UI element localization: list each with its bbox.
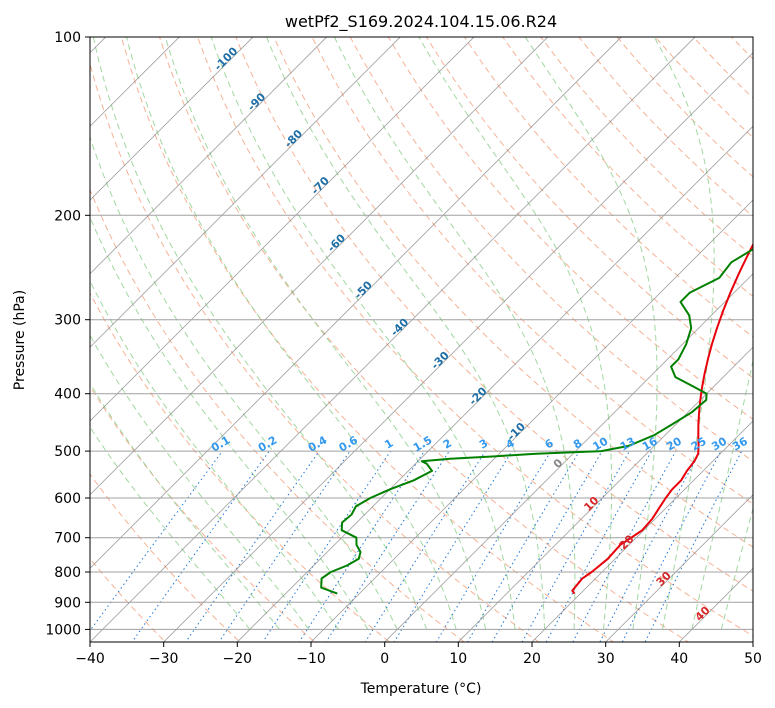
dry-adiabat: [90, 385, 316, 642]
moist-adiabat: [653, 37, 715, 630]
x-tick-label: 30: [597, 651, 615, 667]
x-tick-label: 40: [670, 651, 688, 667]
y-tick-label: 100: [54, 30, 81, 46]
isotherm: [90, 37, 549, 496]
plot-frame: [89, 36, 754, 643]
plot-background: [90, 37, 753, 642]
isotherm: [236, 125, 753, 642]
y-axis-label: Pressure (hPa): [12, 290, 28, 390]
x-tick-label: −40: [75, 651, 105, 667]
dry-adiabat: [90, 473, 241, 642]
y-tick-label: 300: [54, 313, 81, 329]
isotherm: [90, 37, 254, 201]
moist-adiabat: [210, 37, 516, 630]
x-tick-label: 20: [523, 651, 541, 667]
isotherm: [752, 641, 753, 642]
moist-adiabat: [90, 334, 310, 630]
profiles: [320, 242, 753, 595]
y-tick-label: 700: [54, 531, 81, 547]
isotherm: [457, 346, 753, 642]
moist-adiabat: [126, 37, 457, 630]
isotherm: [90, 37, 401, 348]
x-tick-label: 50: [744, 651, 762, 667]
isotherm: [163, 52, 753, 642]
isotherms: [90, 37, 753, 642]
dry-adiabat: [90, 557, 167, 642]
dry-adiabat: [273, 37, 753, 548]
x-tick-label: −30: [149, 651, 179, 667]
isotherm: [90, 37, 622, 569]
y-tick-label: 1000: [45, 622, 81, 638]
y-tick-label: 400: [54, 387, 81, 403]
x-tick-label: −20: [223, 651, 253, 667]
moist-adiabat: [418, 37, 613, 630]
isotherm: [531, 420, 753, 642]
moist-adiabat: [691, 358, 753, 630]
chart-title: wetPf2_S169.2024.104.15.06.R24: [285, 12, 557, 32]
dry-adiabat: [90, 188, 465, 642]
dry-adiabat: [349, 37, 753, 462]
moist-adiabat: [524, 37, 658, 630]
plot-area: 0.1 0.2 0.4 0.6 1 1.5 2 3 4 6 8 10 13 16 20 25 30 36-100-…: [90, 0, 775, 654]
y-tick-label: 800: [54, 565, 81, 581]
x-axis: −40 −30 −20 −10 0 10 20 30 40 50: [75, 642, 762, 667]
moist-adiabat: [90, 215, 369, 630]
moist-adiabat: [164, 37, 487, 630]
isotherm: [90, 37, 328, 275]
dewpoint-profile: [320, 248, 753, 595]
y-tick-label: 900: [54, 595, 81, 611]
moist-adiabat: [90, 426, 251, 630]
isotherm: [310, 199, 753, 642]
dry-adiabat: [387, 37, 753, 420]
x-tick-label: 0: [380, 651, 389, 667]
x-tick-label: −10: [296, 651, 326, 667]
moist-adiabat: [266, 37, 546, 630]
y-tick-label: 600: [54, 491, 81, 507]
y-tick-label: 200: [54, 208, 81, 224]
isotherm: [90, 37, 696, 642]
isotherm: [605, 494, 753, 642]
moist-adiabat: [90, 382, 280, 630]
moist-adiabat: [90, 279, 339, 630]
dry-adiabat: [752, 0, 775, 654]
temperature-profile: [571, 242, 753, 595]
y-axis: 100 200 300 400 500 600 700 800 900 1000: [45, 30, 90, 638]
isotherm: [90, 37, 475, 422]
dry-adiabat: [235, 37, 753, 592]
dry-adiabat: [158, 37, 690, 642]
pressure-gridlines: [90, 37, 753, 630]
x-tick-label: 10: [449, 651, 467, 667]
dry-adiabat: [90, 62, 540, 642]
moist-adiabat: [90, 135, 398, 630]
y-tick-label: 500: [54, 444, 81, 460]
dry-adiabat: [197, 37, 753, 637]
moist-adiabat: [720, 506, 753, 630]
dry-adiabat: [425, 37, 753, 379]
moist-adiabat: [92, 37, 428, 630]
x-axis-label: Temperature (°C): [360, 681, 482, 697]
